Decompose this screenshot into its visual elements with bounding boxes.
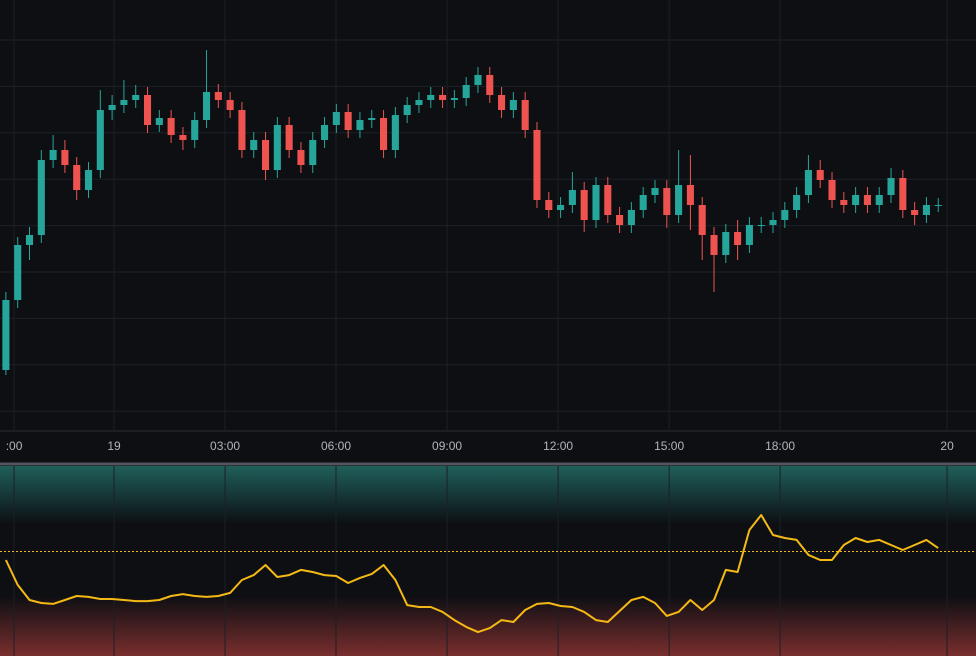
candle-body	[663, 188, 671, 215]
candle-body	[816, 170, 824, 180]
candle-body	[25, 235, 34, 245]
candle-body	[734, 232, 742, 245]
candle-body	[875, 195, 883, 205]
x-tick-label: 09:00	[432, 439, 462, 453]
candle-body	[380, 118, 388, 150]
candle-body	[273, 125, 281, 170]
candle-body	[321, 125, 329, 140]
candle-body	[49, 150, 57, 160]
candle-body	[344, 112, 352, 130]
candle-body	[745, 225, 753, 245]
candle-body	[498, 95, 506, 110]
candle-body	[580, 190, 588, 220]
candle-body	[285, 125, 293, 150]
candle-body	[545, 200, 553, 210]
candle-body	[887, 178, 895, 195]
candle-body	[639, 195, 647, 210]
candle-body	[474, 75, 482, 85]
candle-body	[604, 185, 612, 215]
candle-body	[37, 160, 45, 235]
candle-body	[297, 150, 305, 165]
candle-body	[462, 85, 470, 98]
candle-body	[922, 205, 930, 215]
candle-body	[167, 118, 175, 135]
candle-body	[568, 190, 576, 205]
candle-body	[722, 232, 730, 255]
candle-body	[757, 225, 765, 226]
candle-body	[96, 110, 104, 170]
candle-body	[415, 100, 423, 105]
candle-body	[698, 205, 706, 235]
candle-body	[202, 92, 211, 120]
candle-body	[686, 185, 694, 205]
upper-zone	[0, 466, 976, 524]
candle-body	[368, 118, 376, 120]
candle-body	[450, 98, 458, 100]
candle-body	[179, 135, 187, 140]
x-tick-label: 15:00	[654, 439, 684, 453]
candle-body	[616, 215, 624, 225]
candle-body	[332, 112, 340, 125]
candle-body	[840, 200, 848, 205]
x-tick-label: :00	[6, 439, 23, 453]
candle-body	[261, 140, 270, 170]
candle-body	[486, 75, 494, 95]
x-tick-label: 19	[107, 439, 121, 453]
candle-body	[793, 195, 801, 210]
candle-body	[769, 220, 777, 225]
candle-body	[238, 110, 246, 150]
candle-body	[710, 235, 718, 255]
candle-body	[427, 95, 435, 100]
candle-body	[439, 95, 447, 100]
candle-body	[781, 210, 789, 220]
candle-body	[143, 95, 152, 125]
oscillator-line	[4, 514, 939, 634]
x-tick-label: 18:00	[765, 439, 795, 453]
candle-body	[84, 170, 93, 190]
candle-body	[391, 115, 399, 150]
candle-body	[804, 170, 812, 195]
candle-body	[120, 100, 128, 105]
candle-body	[132, 95, 140, 100]
candle-body	[675, 185, 683, 215]
candle-body	[250, 140, 258, 150]
candle-body	[899, 178, 907, 210]
candle-body	[155, 118, 163, 125]
x-tick-label: 06:00	[321, 439, 351, 453]
lower-zone	[0, 596, 976, 656]
x-tick-label: 03:00	[210, 439, 240, 453]
candle-body	[521, 100, 529, 130]
x-tick-label: 20	[940, 439, 954, 453]
candle-body	[108, 105, 116, 110]
candle-body	[61, 150, 69, 165]
candle-body	[828, 180, 836, 200]
candle-body	[533, 130, 541, 200]
candle-body	[852, 195, 860, 205]
candle-body	[403, 105, 411, 115]
candle-body	[934, 205, 942, 206]
candle-body	[14, 245, 22, 300]
candle-body	[226, 100, 234, 110]
candle-body	[557, 205, 565, 210]
candle-body	[592, 185, 600, 220]
x-tick-label: 12:00	[543, 439, 573, 453]
candle-body	[627, 210, 635, 225]
candle-body	[73, 165, 81, 190]
candle-body	[191, 120, 199, 140]
candle-body	[911, 210, 919, 215]
candle-body	[863, 195, 871, 205]
candle-body	[651, 188, 659, 195]
candle-body	[356, 120, 364, 130]
candle-body	[214, 92, 222, 100]
candle-body	[309, 140, 317, 165]
candle-body	[509, 100, 517, 110]
candle-body	[2, 300, 10, 370]
